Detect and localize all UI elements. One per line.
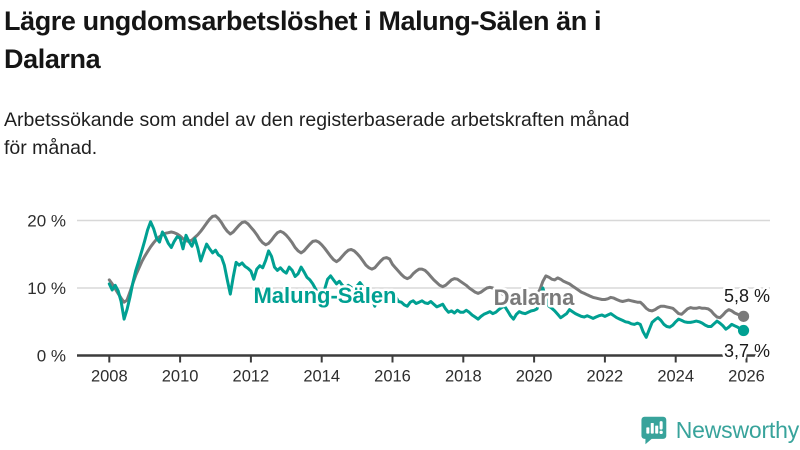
x-axis-label-2022: 2022 (587, 368, 624, 386)
malung-s-len-line (107, 220, 746, 339)
x-axis-label-2024: 2024 (657, 368, 694, 386)
x-axis-label-2020: 2020 (516, 368, 553, 386)
x-axis-label-2012: 2012 (233, 368, 270, 386)
page-title-line-1: Lägre ungdomsarbetslöshet i Malung-Sälen… (4, 6, 602, 36)
malung-s-len-end-value-label: 3,7 % (724, 341, 770, 361)
y-axis-label-0: 0 % (37, 347, 66, 366)
bar-chart-speech-bubble-icon (641, 416, 667, 444)
dalarna-line (107, 214, 746, 320)
page-title-line-2: Dalarna (4, 44, 101, 74)
x-axis-label-2016: 2016 (374, 368, 411, 386)
dalarna-series-label: Dalarna (494, 285, 575, 310)
x-axis-label-2026: 2026 (728, 368, 765, 386)
page-title: Lägre ungdomsarbetslöshet i Malung-Sälen… (4, 2, 784, 78)
chart-subtitle-line-1: Arbetssökande som andel av den registerb… (4, 109, 630, 131)
chart-subtitle: Arbetssökande som andel av den registerb… (4, 106, 794, 162)
y-axis-label-10: 10 % (27, 279, 66, 298)
malung-s-len-series-label: Malung-Sälen (253, 283, 396, 308)
dalarna-end-dot (737, 310, 750, 322)
dalarna-end-value-label: 5,8 % (724, 286, 770, 306)
y-axis-label-20: 20 % (27, 212, 66, 231)
brand-name: Newsworthy (675, 416, 799, 443)
x-axis-label-2018: 2018 (445, 368, 482, 386)
chart-subtitle-line-2: för månad. (4, 137, 98, 159)
malung-s-len-end-dot (737, 324, 750, 337)
x-axis-label-2010: 2010 (162, 368, 199, 386)
x-axis-label-2008: 2008 (91, 368, 128, 386)
x-axis-label-2014: 2014 (303, 368, 340, 386)
newsworthy-logo: Newsworthy (641, 413, 799, 447)
